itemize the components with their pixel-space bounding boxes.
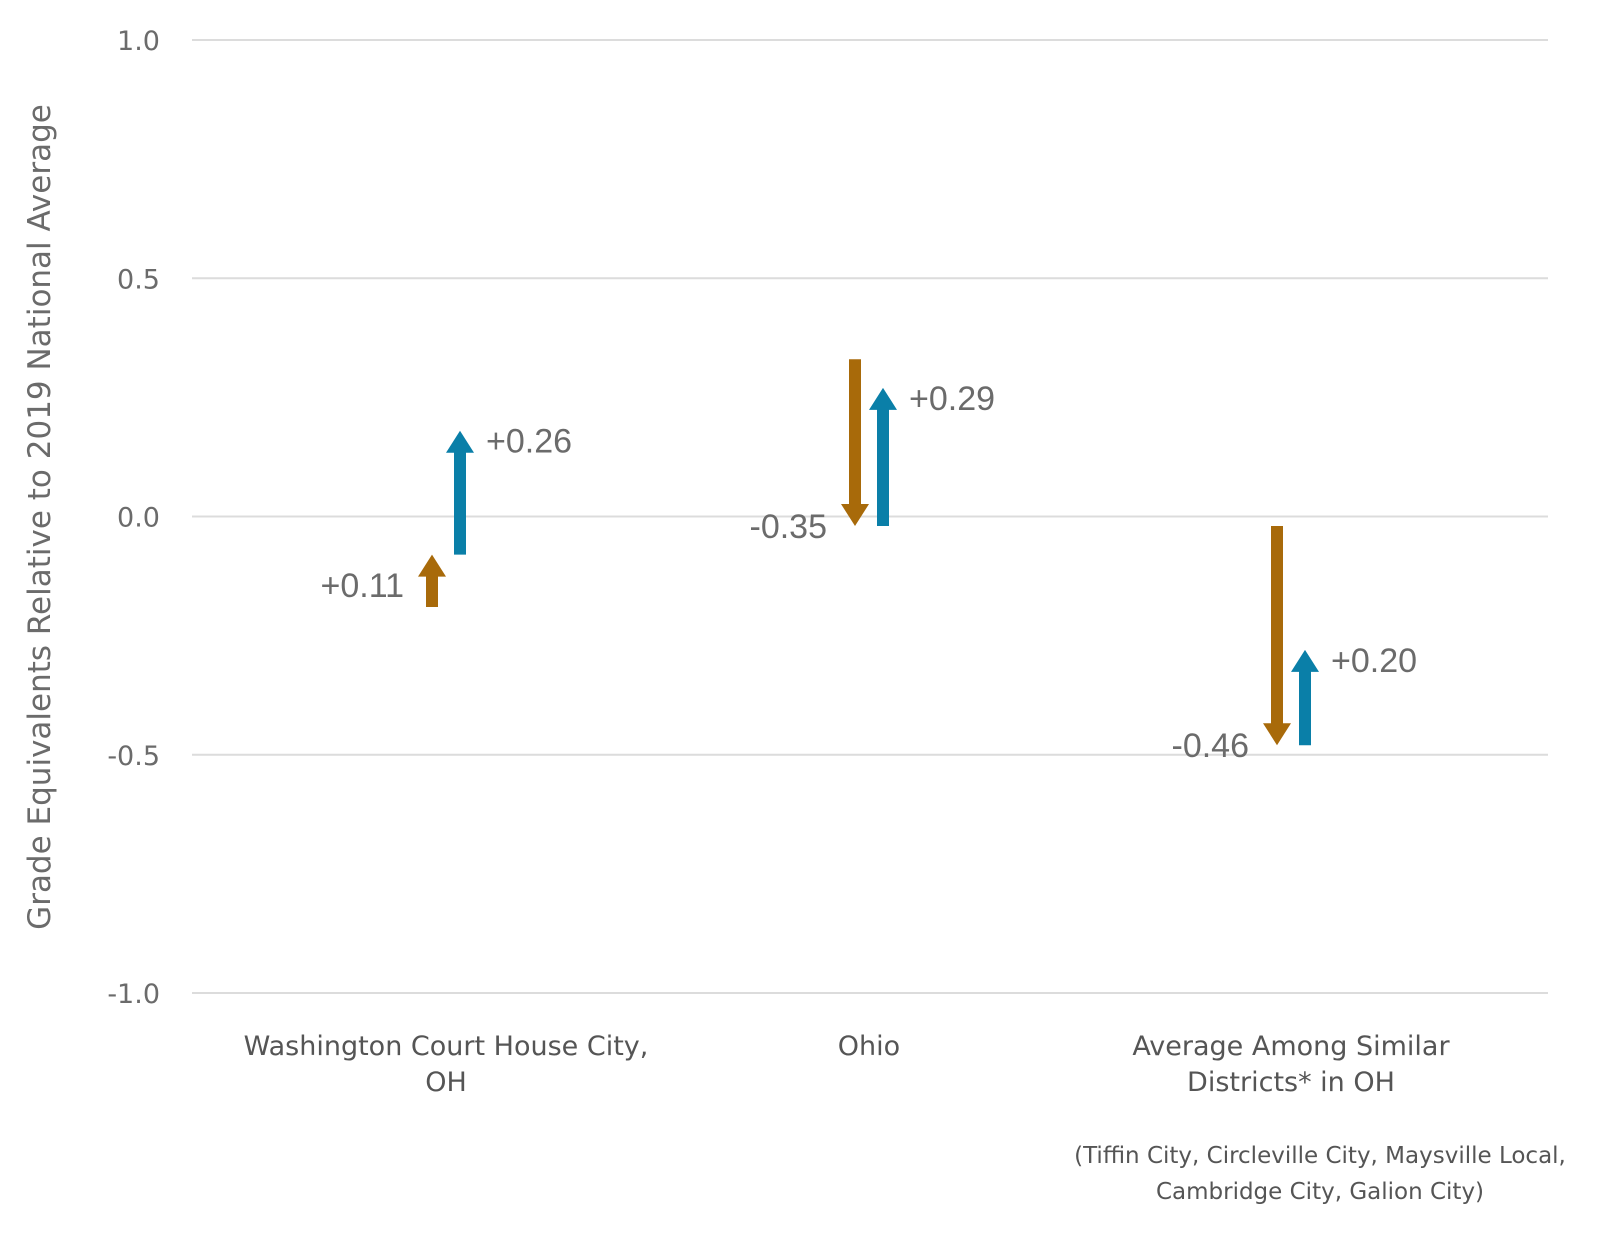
change-arrow [446,430,474,555]
gridlines [192,39,1548,994]
data-label: +0.29 [909,380,995,418]
data-labels: +0.11 -0.35 -0.46 +0.26 +0.29 +0.20 [320,380,1417,765]
footnote: (Tiffin City, Circleville City, Maysvill… [1040,1138,1600,1210]
footnote-line-1: (Tiffin City, Circleville City, Maysvill… [1074,1143,1566,1169]
y-axis-ticks: 1.0 0.5 0.0 -0.5 -1.0 [107,26,160,1010]
data-label: +0.26 [486,423,572,461]
data-label: +0.20 [1331,642,1417,680]
category-label: Ohio [838,1031,900,1062]
change-arrow [869,387,897,527]
data-label: -0.35 [750,508,828,546]
category-labels: Washington Court House City, OH Ohio Averag… [244,1031,1451,1098]
arrow-marks [418,359,1319,746]
y-tick-label: 0.0 [117,503,160,534]
y-tick-label: -0.5 [107,741,160,772]
data-label: -0.46 [1172,727,1250,765]
y-axis-label: Grade Equivalents Relative to 2019 Natio… [22,104,58,930]
change-arrow [418,554,446,608]
change-arrow [841,359,869,527]
category-label: Washington Court House City, OH [244,1031,649,1098]
change-arrow [1291,649,1319,746]
category-label: Average Among Similar Districts* in OH [1132,1031,1450,1098]
data-label: +0.11 [320,567,404,605]
y-tick-label: 0.5 [117,264,160,295]
change-arrow [1263,526,1291,746]
y-tick-label: -1.0 [107,979,160,1010]
y-tick-label: 1.0 [117,26,160,57]
footnote-line-2: Cambridge City, Galion City) [1155,1179,1485,1205]
